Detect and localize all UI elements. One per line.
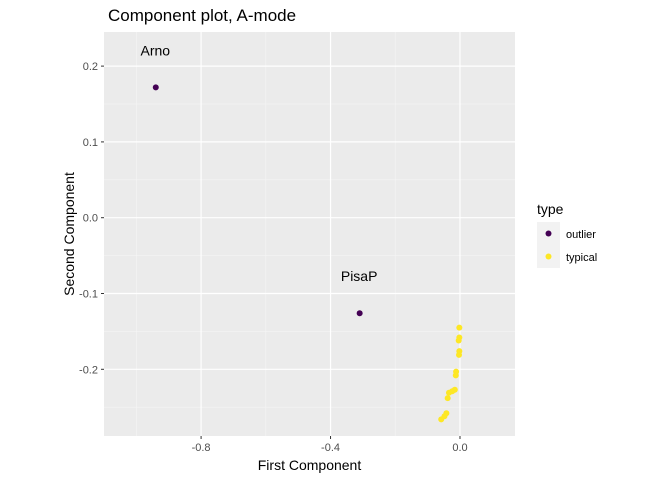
outlier-point (152, 84, 159, 91)
grid-lines (104, 32, 515, 436)
legend-key-outlier (545, 230, 552, 237)
legend-label-typical: typical (566, 252, 597, 264)
typical-point (456, 351, 463, 358)
x-tick-label: 0.0 (452, 442, 467, 454)
plot-panel (104, 32, 515, 436)
typical-point (444, 395, 451, 402)
y-axis: 0.2 0.1 0.0 -0.1 -0.2 (79, 61, 104, 376)
x-axis-label: First Component (258, 457, 362, 473)
point-label: PisaP (341, 268, 378, 284)
legend: type outlier typical (537, 201, 597, 268)
y-tick-label: -0.2 (79, 364, 98, 376)
typical-point (456, 324, 463, 331)
point-labels: Arno PisaP (140, 42, 377, 284)
legend-key-typical (545, 253, 552, 260)
y-tick-label: 0.0 (83, 213, 98, 225)
typical-point (438, 416, 445, 423)
y-tick-label: 0.1 (83, 137, 98, 149)
y-tick-label: 0.2 (83, 61, 98, 73)
typical-point (445, 389, 452, 396)
chart-title: Component plot, A-mode (108, 6, 296, 25)
x-tick-label: -0.4 (321, 442, 340, 454)
x-axis: -0.8 -0.4 0.0 (192, 436, 468, 454)
point-label: Arno (140, 42, 170, 58)
y-axis-label: Second Component (61, 172, 77, 296)
x-tick-label: -0.8 (192, 442, 211, 454)
typical-point (455, 337, 462, 344)
data-points (152, 84, 463, 423)
legend-title: type (537, 201, 564, 217)
legend-label-outlier: outlier (566, 229, 596, 241)
outlier-point (356, 310, 363, 317)
typical-point (452, 372, 459, 379)
y-tick-label: -0.1 (79, 289, 98, 301)
